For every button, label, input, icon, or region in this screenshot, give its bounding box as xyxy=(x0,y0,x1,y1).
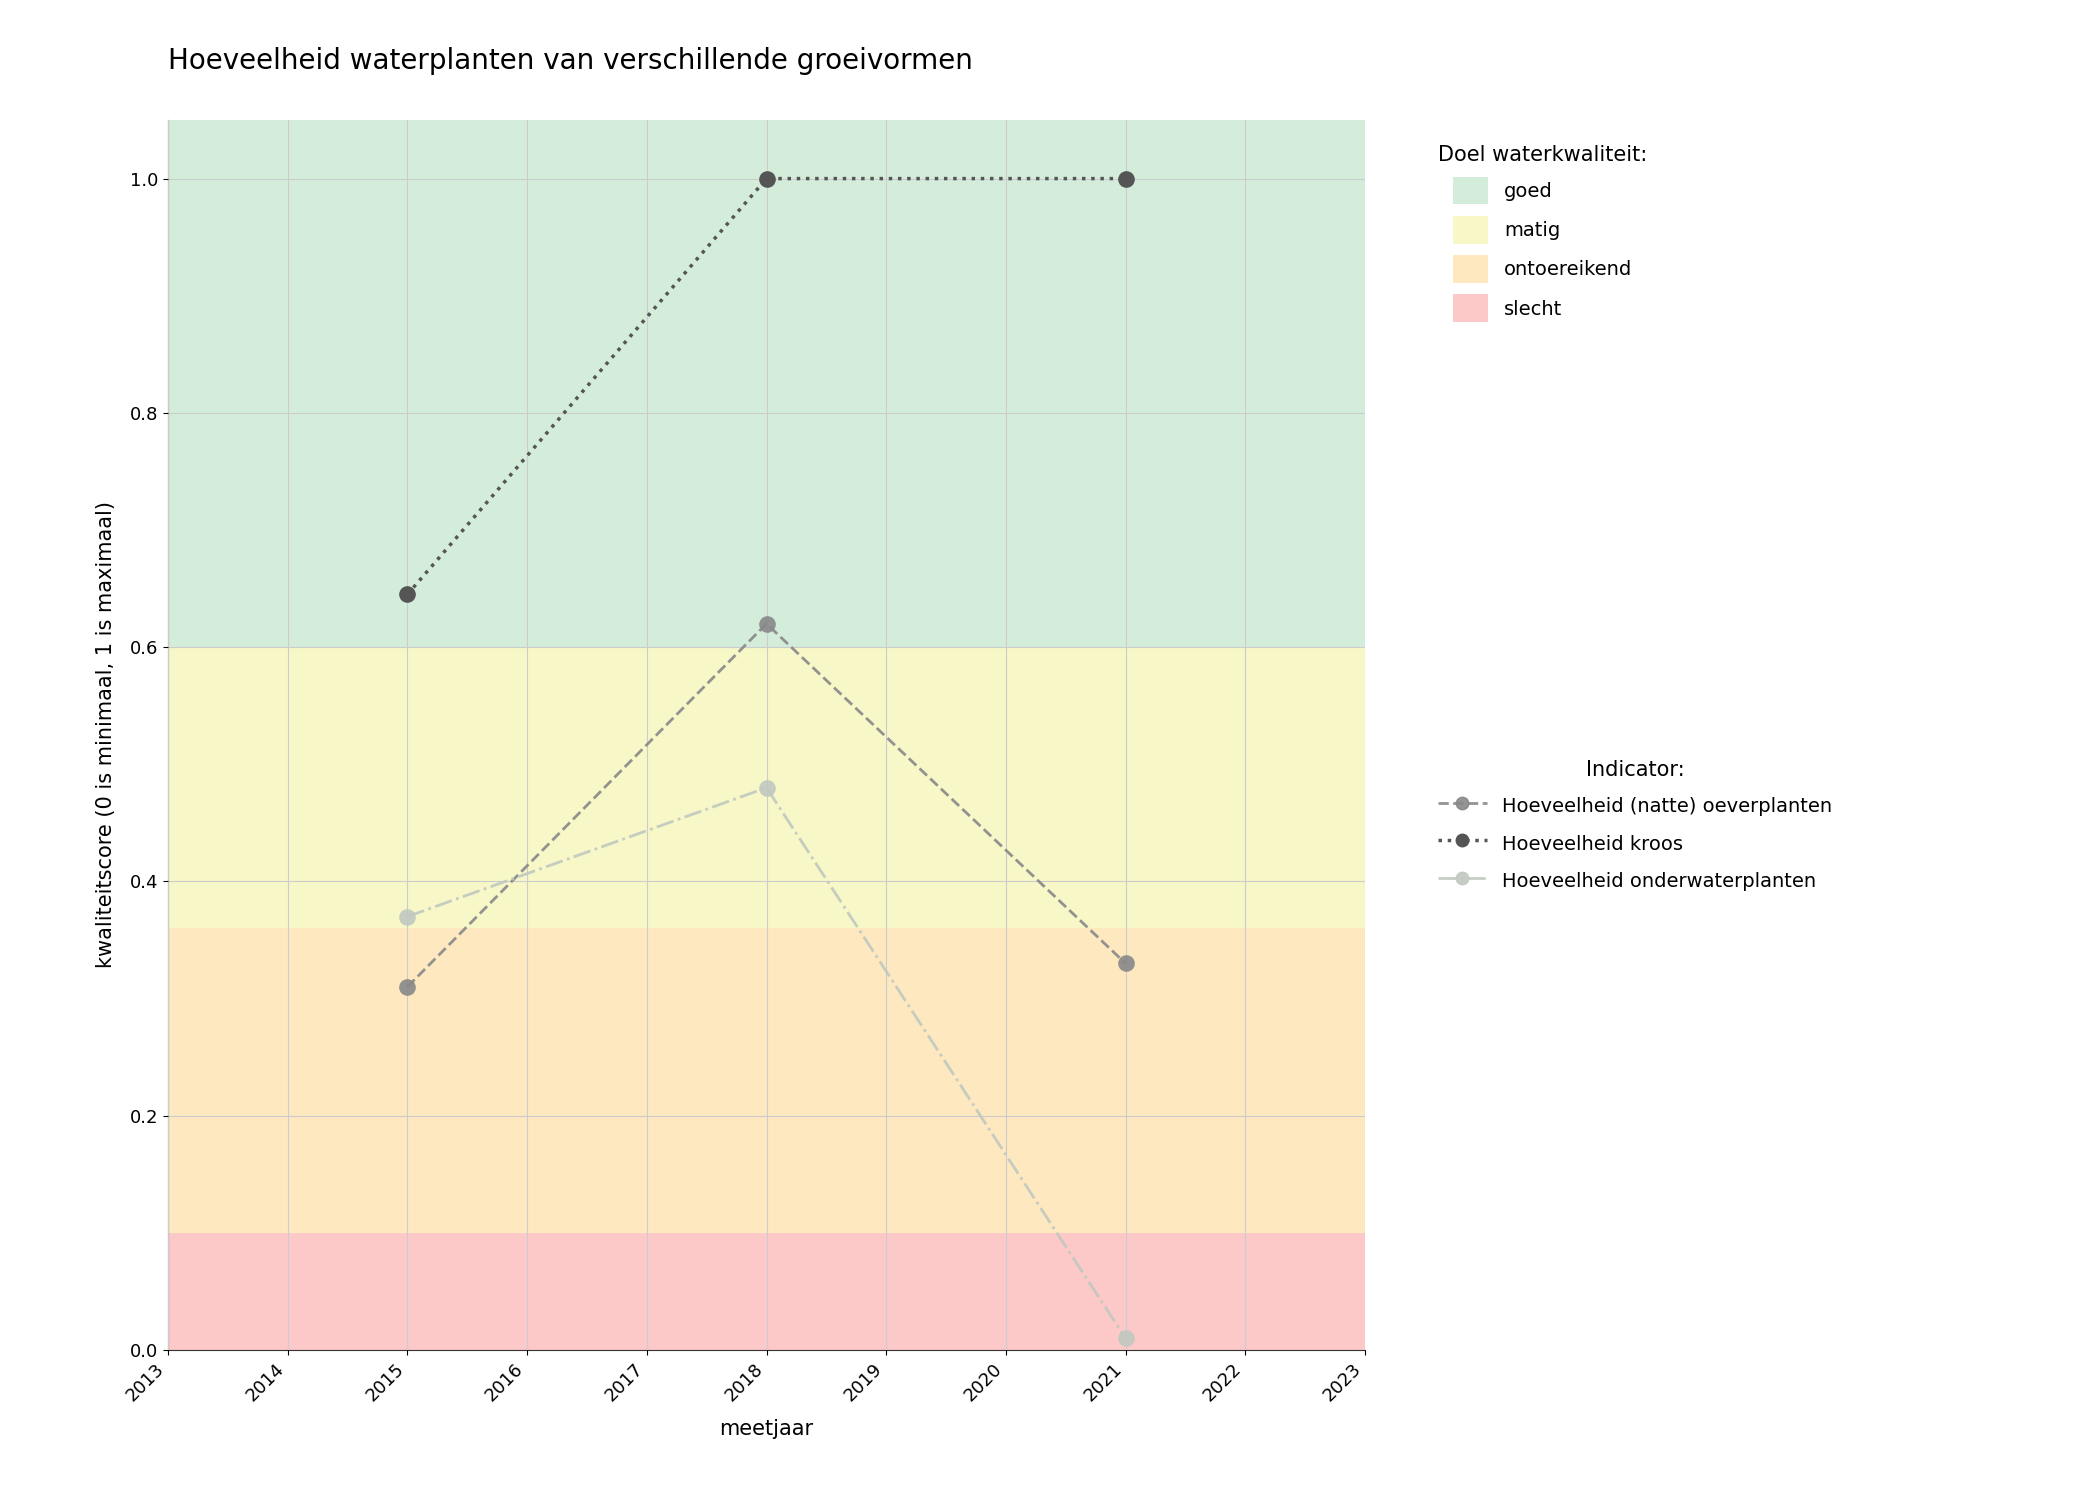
Bar xyxy=(168,1233,1365,1350)
Bar xyxy=(168,646,1365,928)
Text: Hoeveelheid waterplanten van verschillende groeivormen: Hoeveelheid waterplanten van verschillen… xyxy=(168,46,972,75)
X-axis label: meetjaar: meetjaar xyxy=(720,1419,813,1438)
Legend: Hoeveelheid (natte) oeverplanten, Hoeveelheid kroos, Hoeveelheid onderwaterplant: Hoeveelheid (natte) oeverplanten, Hoevee… xyxy=(1422,744,1848,908)
Y-axis label: kwaliteitscore (0 is minimaal, 1 is maximaal): kwaliteitscore (0 is minimaal, 1 is maxi… xyxy=(97,501,116,969)
Bar xyxy=(168,928,1365,1233)
Bar xyxy=(168,120,1365,646)
